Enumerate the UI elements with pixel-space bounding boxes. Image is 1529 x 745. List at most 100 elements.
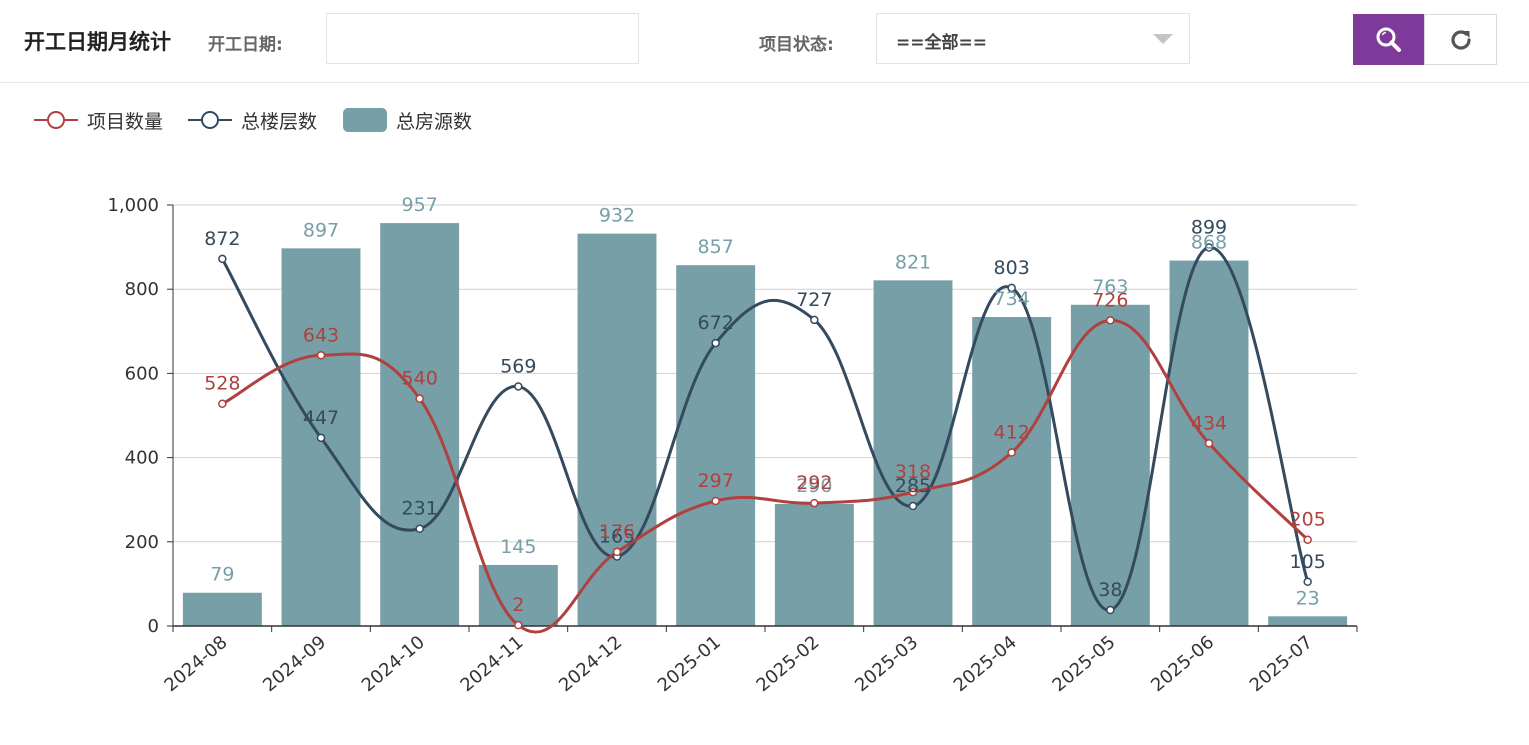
data-label-rooms: 821 xyxy=(895,251,931,273)
legend-item-floors[interactable]: 总楼层数 xyxy=(188,106,333,134)
x-tick-label: 2025-03 xyxy=(851,632,922,696)
y-tick-label: 200 xyxy=(125,532,159,553)
point-projects xyxy=(908,487,918,497)
data-label-rooms: 897 xyxy=(303,219,339,241)
data-label-rooms: 79 xyxy=(210,564,234,586)
data-label-rooms: 290 xyxy=(796,475,832,497)
x-tick-label: 2025-01 xyxy=(654,632,725,696)
data-label-rooms: 932 xyxy=(599,205,635,227)
point-projects xyxy=(1303,535,1312,544)
bar xyxy=(774,503,854,626)
bar xyxy=(1268,616,1348,626)
data-label-floors: 165 xyxy=(599,526,635,548)
data-label-projects: 726 xyxy=(1092,289,1128,311)
legend-bar-marker-icon xyxy=(343,108,387,132)
date-input[interactable] xyxy=(326,13,639,64)
legend-item-rooms[interactable]: 总房源数 xyxy=(343,106,488,134)
point-floors xyxy=(908,501,918,511)
point-floors xyxy=(1204,243,1214,252)
x-tick-label: 2024-11 xyxy=(456,632,527,696)
data-label-floors: 803 xyxy=(994,257,1030,279)
status-label: 项目状态: xyxy=(759,35,834,55)
line-floors xyxy=(221,246,1310,612)
point-projects xyxy=(1106,316,1115,325)
data-label-floors: 672 xyxy=(698,312,734,334)
data-label-rooms: 957 xyxy=(402,194,438,216)
status-select[interactable]: ==全部== xyxy=(876,13,1190,64)
legend-item-projects[interactable]: 项目数量 xyxy=(34,106,174,134)
data-label-projects: 540 xyxy=(402,368,438,390)
refresh-button[interactable] xyxy=(1424,14,1497,65)
data-label-floors: 899 xyxy=(1191,217,1227,239)
legend-label-projects: 项目数量 xyxy=(87,111,164,133)
point-floors xyxy=(218,254,227,264)
filter-toolbar: 开工日期月统计 开工日期: 项目状态: ==全部== xyxy=(0,0,1529,83)
legend-label-rooms: 总房源数 xyxy=(396,111,473,133)
y-tick-label: 400 xyxy=(125,448,159,469)
data-label-projects: 434 xyxy=(1191,412,1227,434)
y-tick-label: 800 xyxy=(125,279,159,300)
legend-line-marker-icon xyxy=(188,111,232,129)
point-projects xyxy=(810,498,819,508)
bar xyxy=(577,233,657,627)
refresh-icon xyxy=(1450,29,1471,50)
bar xyxy=(182,592,262,626)
x-tick-label: 2024-12 xyxy=(555,632,626,696)
point-projects xyxy=(316,351,326,360)
data-label-projects: 292 xyxy=(796,472,832,494)
x-tick-label: 2025-05 xyxy=(1048,632,1119,696)
data-label-rooms: 23 xyxy=(1296,587,1320,609)
data-label-rooms: 868 xyxy=(1191,232,1227,254)
y-tick-label: 0 xyxy=(148,616,159,637)
point-projects xyxy=(1204,439,1214,448)
point-floors xyxy=(415,524,424,533)
bar xyxy=(676,265,756,626)
chevron-down-icon xyxy=(1153,34,1173,44)
data-label-projects: 412 xyxy=(994,422,1030,444)
data-label-projects: 528 xyxy=(204,373,240,395)
legend-line-marker-icon xyxy=(34,111,78,129)
status-select-value: ==全部== xyxy=(896,33,987,53)
point-projects xyxy=(1007,448,1016,457)
point-floors xyxy=(316,433,326,443)
x-tick-label: 2024-08 xyxy=(160,632,231,696)
data-label-rooms: 145 xyxy=(500,536,536,558)
data-label-floors: 105 xyxy=(1290,551,1326,573)
data-label-floors: 727 xyxy=(796,289,832,311)
data-label-floors: 872 xyxy=(204,228,240,250)
data-label-floors: 447 xyxy=(303,407,339,429)
data-label-projects: 297 xyxy=(698,470,734,492)
chart-plot: 0 200 400 600 800 1,000 2024-08 2024-09 2024-10 2… xyxy=(107,194,1358,696)
bar xyxy=(380,223,460,626)
point-projects xyxy=(415,394,424,403)
search-button[interactable] xyxy=(1353,14,1425,65)
bar xyxy=(873,280,953,626)
point-projects xyxy=(514,620,523,630)
data-label-rooms: 763 xyxy=(1092,276,1128,298)
y-tick-label: 600 xyxy=(125,363,159,384)
data-label-rooms: 734 xyxy=(994,288,1030,310)
data-label-projects: 2 xyxy=(512,594,524,616)
data-label-floors: 231 xyxy=(402,498,438,520)
search-icon xyxy=(1376,27,1401,52)
x-tick-label: 2025-04 xyxy=(950,632,1021,696)
data-label-floors: 38 xyxy=(1098,579,1122,601)
point-projects xyxy=(218,399,227,408)
point-projects xyxy=(711,496,720,506)
x-tick-label: 2025-02 xyxy=(752,632,823,696)
data-label-projects: 318 xyxy=(895,461,931,483)
page-title: 开工日期月统计 xyxy=(24,30,171,54)
bar xyxy=(478,564,558,626)
x-tick-label: 2024-09 xyxy=(259,632,330,696)
bar xyxy=(1070,304,1150,626)
x-tick-label: 2025-07 xyxy=(1246,632,1317,696)
data-label-floors: 285 xyxy=(895,475,931,497)
date-label: 开工日期: xyxy=(208,35,283,55)
x-tick-label: 2024-10 xyxy=(358,632,429,696)
point-floors xyxy=(711,338,720,348)
point-floors xyxy=(810,315,819,325)
point-floors xyxy=(1106,605,1115,615)
point-floors xyxy=(1007,283,1016,293)
legend-label-floors: 总楼层数 xyxy=(241,111,318,133)
data-label-projects: 643 xyxy=(303,324,339,346)
